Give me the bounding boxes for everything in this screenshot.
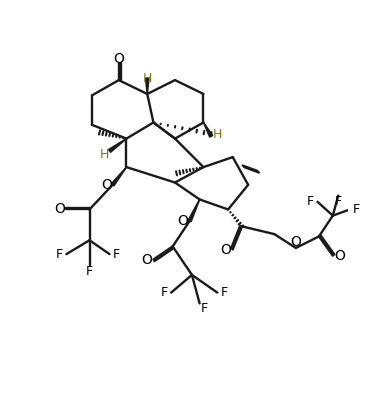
Polygon shape: [111, 167, 126, 186]
Text: H: H: [213, 127, 222, 140]
Text: O: O: [54, 203, 65, 217]
Text: F: F: [86, 265, 93, 278]
Text: O: O: [334, 249, 345, 263]
Text: O: O: [101, 178, 112, 192]
Text: F: F: [201, 302, 208, 314]
Text: O: O: [141, 252, 152, 267]
Text: F: F: [307, 195, 314, 208]
Text: F: F: [113, 248, 120, 261]
Text: O: O: [220, 242, 231, 256]
Text: O: O: [113, 51, 124, 66]
Text: F: F: [56, 248, 63, 261]
Polygon shape: [188, 199, 200, 222]
Text: O: O: [291, 235, 301, 249]
Text: F: F: [161, 286, 168, 299]
Polygon shape: [146, 78, 149, 94]
Text: H: H: [100, 148, 109, 160]
Text: F: F: [353, 203, 360, 216]
Polygon shape: [109, 139, 126, 152]
Text: O: O: [177, 214, 188, 228]
Text: F: F: [221, 286, 228, 299]
Polygon shape: [203, 123, 213, 137]
Text: F: F: [335, 195, 342, 208]
Text: H: H: [142, 72, 152, 85]
